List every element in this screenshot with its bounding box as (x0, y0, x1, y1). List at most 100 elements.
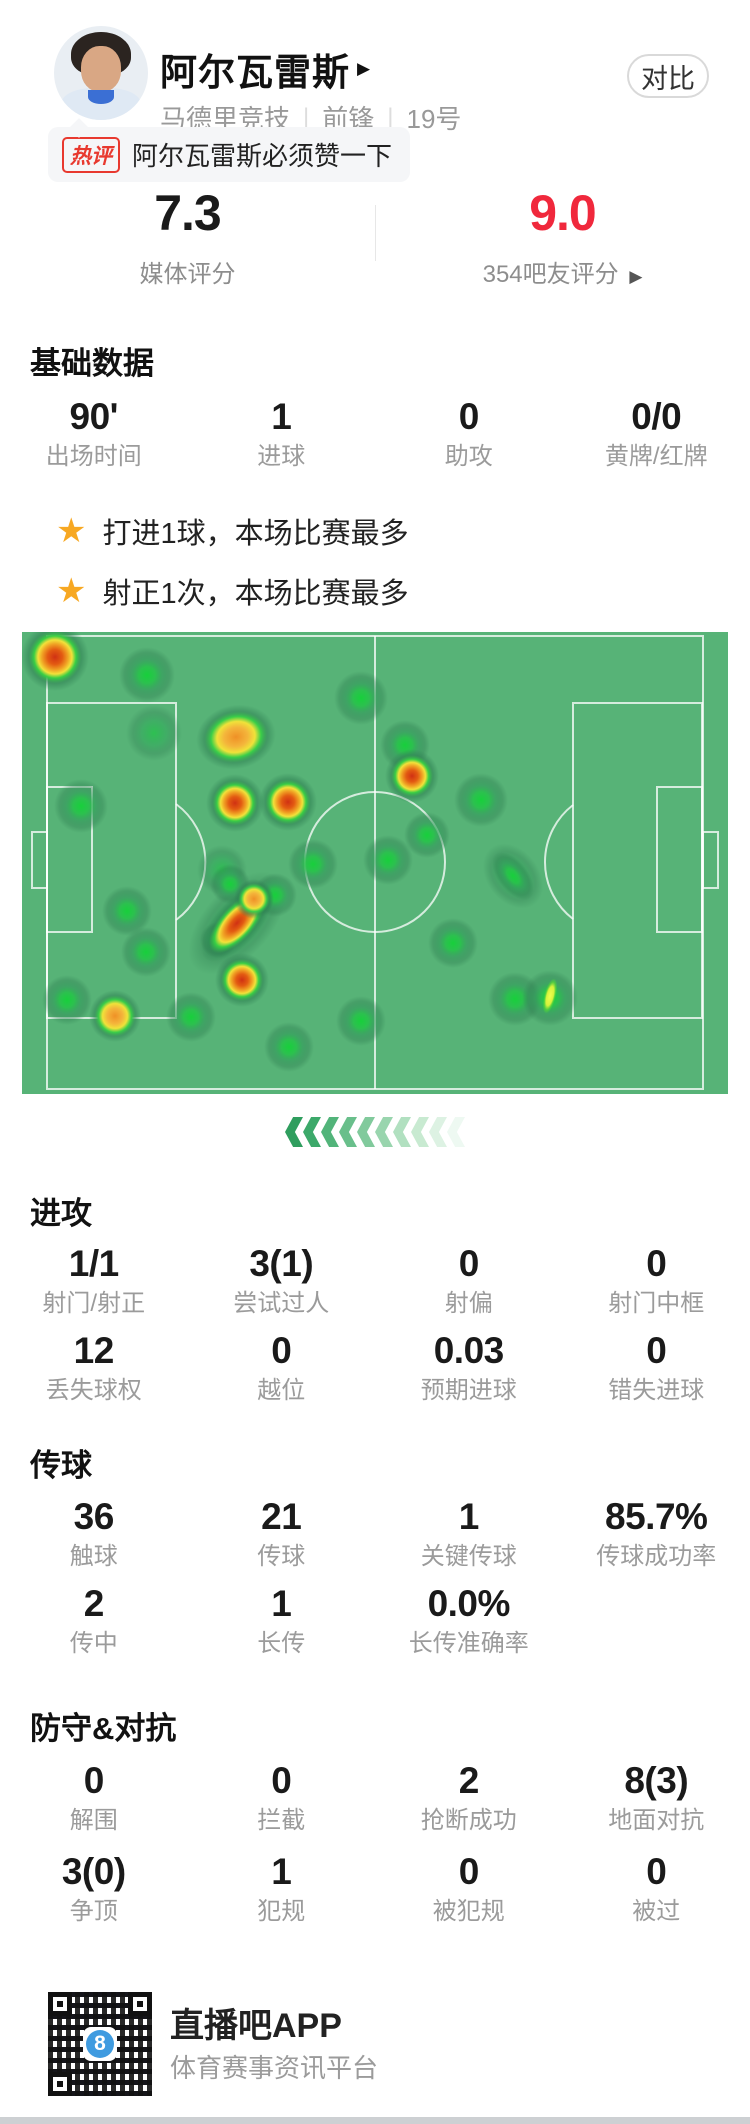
stat-label: 传球 (257, 1543, 306, 1570)
stat-cell: 0.03 预期进球 (375, 1330, 563, 1406)
stat-label: 尝试过人 (233, 1290, 330, 1317)
stat-value: 0 (646, 1851, 667, 1892)
star-icon: ★ (56, 512, 87, 550)
stat-value: 2 (458, 1760, 480, 1801)
stat-cell: 1/1 射门/射正 (0, 1243, 188, 1319)
stat-value: 0 (271, 1760, 292, 1801)
stat-label: 出场时间 (45, 443, 142, 470)
attack-stats-row-2: 12 丢失球权 0 越位 0.03 预期进球 0 错失进球 (0, 1330, 750, 1406)
stat-cell: 0 越位 (188, 1330, 376, 1406)
stat-value: 21 (261, 1496, 302, 1537)
stat-cell: 0 被过 (563, 1851, 750, 1927)
stat-label: 越位 (257, 1377, 306, 1404)
stat-cell: 1 长传 (188, 1583, 376, 1659)
zhibo8-logo-icon: 8 (83, 2027, 117, 2061)
chevron-left-icon (285, 1117, 303, 1147)
media-rating-label: 媒体评分 (139, 261, 236, 288)
stat-label: 射门/射正 (42, 1290, 146, 1317)
fans-rating-label: 354吧友评分 ▶ (375, 254, 750, 289)
stat-value: 85.7% (605, 1496, 708, 1537)
stat-cell: 21 传球 (188, 1496, 376, 1572)
stat-label: 黄牌/红牌 (604, 443, 708, 470)
stat-label: 关键传球 (420, 1543, 517, 1570)
stat-label: 抢断成功 (420, 1807, 517, 1834)
stat-value: 8(3) (624, 1760, 689, 1801)
stat-cell: 36 触球 (0, 1496, 188, 1572)
stat-value: 0.03 (433, 1330, 505, 1371)
chevron-left-icon (393, 1117, 411, 1147)
ratings-divider (375, 205, 376, 261)
player-name[interactable]: 阿尔瓦雷斯 ▶ (160, 42, 371, 96)
meta-divider: | (303, 103, 310, 131)
stat-cell: 90' 出场时间 (0, 396, 188, 472)
stat-label: 长传 (257, 1630, 306, 1657)
qr-finder-icon (128, 1992, 152, 2016)
stat-cell: 1 关键传球 (375, 1496, 563, 1572)
stat-label: 触球 (69, 1543, 118, 1570)
stat-value: 0 (458, 396, 480, 437)
app-slogan: 体育赛事资讯平台 (170, 2053, 379, 2083)
player-name-text: 阿尔瓦雷斯 (160, 52, 350, 93)
stat-cell: 0.0% 长传准确率 (375, 1583, 563, 1659)
stat-cell: 85.7% 传球成功率 (563, 1496, 750, 1572)
stat-value: 0 (271, 1330, 292, 1371)
stat-label: 地面对抗 (608, 1807, 705, 1834)
stat-value: 12 (73, 1330, 115, 1371)
passing-stats-row-1: 36 触球 21 传球 1 关键传球 85.7% 传球成功率 (0, 1496, 750, 1572)
stat-value: 0 (458, 1243, 480, 1284)
attack-direction-arrows (0, 1117, 750, 1147)
star-icon: ★ (56, 572, 87, 610)
hot-comment-bubble[interactable]: 热评 阿尔瓦雷斯必须赞一下 (48, 127, 411, 182)
passing-stats-row-2: 2 传中 1 长传 0.0% 长传准确率 (0, 1583, 750, 1659)
pitch-lines (31, 635, 719, 1090)
hot-comment-text: 阿尔瓦雷斯必须赞一下 (132, 141, 393, 171)
stat-value: 2 (83, 1583, 105, 1624)
section-title-basic: 基础数据 (30, 346, 154, 381)
section-title-defense: 防守&对抗 (30, 1711, 177, 1746)
stat-label: 长传准确率 (408, 1630, 529, 1657)
stat-label: 被过 (632, 1898, 681, 1925)
shirt-number: 19号 (406, 104, 462, 134)
stat-cell: 1 犯规 (188, 1851, 376, 1927)
app-qr-code: 8 (48, 1992, 152, 2096)
stat-label: 射门中框 (608, 1290, 705, 1317)
chevron-left-icon (375, 1117, 393, 1147)
compare-button[interactable]: 对比 (627, 54, 709, 98)
stat-label: 被犯规 (432, 1898, 505, 1925)
stat-value: 3(0) (61, 1851, 126, 1892)
chevron-left-icon (429, 1117, 447, 1147)
defense-stats-row-2: 3(0) 争顶 1 犯规 0 被犯规 0 被过 (0, 1851, 750, 1927)
stat-cell: 2 传中 (0, 1583, 188, 1659)
stat-label: 解围 (69, 1807, 118, 1834)
ratings-row: 7.3 媒体评分 9.0 354吧友评分 ▶ (0, 186, 750, 288)
stat-value: 3(1) (249, 1243, 314, 1284)
media-rating: 7.3 媒体评分 (0, 186, 375, 289)
stat-cell (563, 1583, 750, 1659)
stat-value: 0/0 (631, 396, 682, 437)
stat-label: 预期进球 (420, 1377, 517, 1404)
heatmap-pitch (22, 632, 728, 1094)
stat-value: 90' (69, 396, 119, 437)
stat-label: 争顶 (69, 1898, 118, 1925)
section-title-passing: 传球 (30, 1448, 92, 1483)
fans-rating[interactable]: 9.0 354吧友评分 ▶ (375, 186, 750, 289)
chevron-left-icon (321, 1117, 339, 1147)
highlight-item: ★ 打进1球，本场比赛最多 (56, 512, 409, 550)
avatar-face (81, 46, 121, 92)
media-rating-value: 7.3 (154, 185, 222, 241)
stat-cell: 2 抢断成功 (375, 1760, 563, 1836)
stat-cell: 0 射偏 (375, 1243, 563, 1319)
qr-finder-icon (48, 2072, 72, 2096)
meta-divider: | (387, 103, 394, 131)
stat-cell: 0 解围 (0, 1760, 188, 1836)
chevron-left-icon (411, 1117, 429, 1147)
stat-cell: 8(3) 地面对抗 (563, 1760, 750, 1836)
stat-label: 拦截 (257, 1807, 306, 1834)
stat-value: 1/1 (68, 1243, 119, 1284)
player-avatar (54, 26, 148, 120)
stat-cell: 0 射门中框 (563, 1243, 750, 1319)
app-name: 直播吧APP (170, 2007, 342, 2045)
basic-stats-row: 90' 出场时间 1 进球 0 助攻 0/0 黄牌/红牌 (0, 396, 750, 472)
stat-value: 1 (271, 1851, 292, 1892)
stat-label: 进球 (257, 443, 306, 470)
